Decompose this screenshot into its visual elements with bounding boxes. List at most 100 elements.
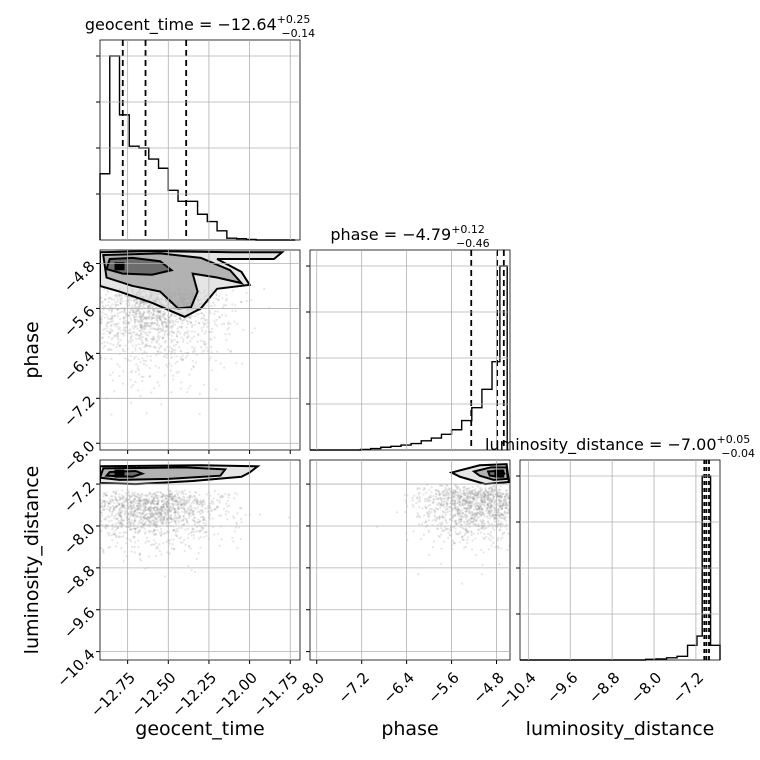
sample-point: [132, 383, 135, 387]
sample-point: [176, 503, 179, 506]
sample-point: [498, 488, 502, 491]
sample-point: [194, 320, 197, 323]
sample-point: [124, 357, 127, 360]
sample-point: [480, 500, 483, 504]
sample-point: [168, 316, 171, 319]
sample-point: [418, 491, 421, 494]
sample-point: [153, 508, 156, 512]
sample-point: [135, 514, 138, 517]
sample-point: [548, 500, 550, 502]
sample-point: [472, 517, 475, 520]
sample-point: [102, 308, 105, 311]
sample-point: [149, 331, 152, 334]
sample-point: [552, 514, 554, 516]
sample-point: [189, 547, 192, 550]
sample-point: [174, 343, 178, 346]
sample-point: [152, 309, 155, 312]
sample-point: [142, 516, 146, 519]
sample-point: [453, 491, 456, 494]
sample-point: [161, 519, 164, 522]
sample-point: [444, 488, 447, 491]
sample-point: [474, 523, 477, 526]
sample-point: [461, 502, 465, 505]
sample-point: [438, 492, 442, 495]
sample-point: [137, 497, 140, 500]
sample-point: [173, 323, 176, 326]
sample-point: [468, 499, 471, 503]
sample-point: [157, 334, 160, 337]
sample-point: [144, 502, 147, 505]
sample-point: [136, 302, 139, 305]
sample-point: [177, 505, 180, 509]
sample-point: [139, 300, 142, 303]
sample-point: [499, 505, 502, 508]
sample-point: [175, 534, 178, 537]
sample-point: [524, 513, 526, 515]
sample-point: [487, 490, 490, 493]
sample-point: [155, 491, 159, 494]
sample-point: [158, 384, 161, 387]
sample-point: [501, 517, 504, 520]
sample-point: [124, 311, 127, 315]
sample-point: [156, 309, 160, 312]
sample-point: [154, 518, 158, 522]
sample-point: [119, 521, 122, 524]
sample-point: [161, 323, 164, 327]
sample-point: [425, 497, 428, 500]
sample-point: [160, 495, 164, 499]
sample-point: [197, 518, 200, 521]
sample-point: [215, 318, 218, 321]
sample-point: [115, 534, 118, 538]
sample-point: [460, 503, 464, 507]
sample-point: [432, 497, 435, 501]
sample-point: [143, 532, 147, 535]
sample-point: [108, 497, 112, 500]
sample-point: [170, 547, 174, 550]
sample-point: [452, 526, 455, 529]
sample-point: [95, 494, 97, 496]
sample-point: [112, 508, 116, 511]
sample-point: [138, 300, 141, 303]
sample-point: [158, 335, 162, 339]
sample-point: [430, 486, 433, 489]
sample-point: [496, 520, 500, 523]
sample-point: [476, 532, 479, 535]
sample-point: [445, 490, 448, 493]
sample-point: [133, 509, 136, 513]
sample-point: [423, 487, 426, 491]
sample-point: [116, 541, 119, 544]
sample-point: [465, 529, 468, 533]
sample-point: [190, 322, 193, 325]
sample-point: [192, 537, 195, 540]
sample-point: [147, 312, 150, 315]
sample-point: [185, 510, 188, 513]
sample-point: [133, 316, 136, 319]
sample-point: [97, 319, 99, 321]
sample-point: [130, 401, 133, 404]
sample-point: [486, 504, 490, 507]
sample-point: [116, 333, 119, 336]
sample-point: [453, 489, 456, 492]
sample-point: [139, 315, 142, 318]
sample-point: [128, 495, 132, 498]
histogram-panel-geocent_time: geocent_time = −12.64+0.25 −0.14: [85, 13, 315, 241]
sample-point: [160, 495, 163, 498]
sample-point: [119, 512, 122, 515]
sample-point: [160, 329, 163, 332]
sample-point: [165, 324, 168, 328]
sample-point: [131, 339, 134, 342]
sample-point: [234, 492, 237, 495]
sample-point: [153, 523, 156, 526]
sample-point: [468, 491, 471, 494]
sample-point: [488, 506, 492, 509]
sample-point: [465, 509, 469, 512]
sample-point: [205, 530, 208, 534]
sample-point: [141, 315, 144, 318]
sample-point: [112, 490, 115, 493]
sample-point: [416, 496, 419, 499]
sample-point: [470, 516, 473, 520]
x-tick-label: −5.6: [424, 669, 462, 707]
sample-point: [141, 500, 144, 503]
sample-point: [498, 511, 501, 514]
sample-point: [476, 507, 479, 511]
